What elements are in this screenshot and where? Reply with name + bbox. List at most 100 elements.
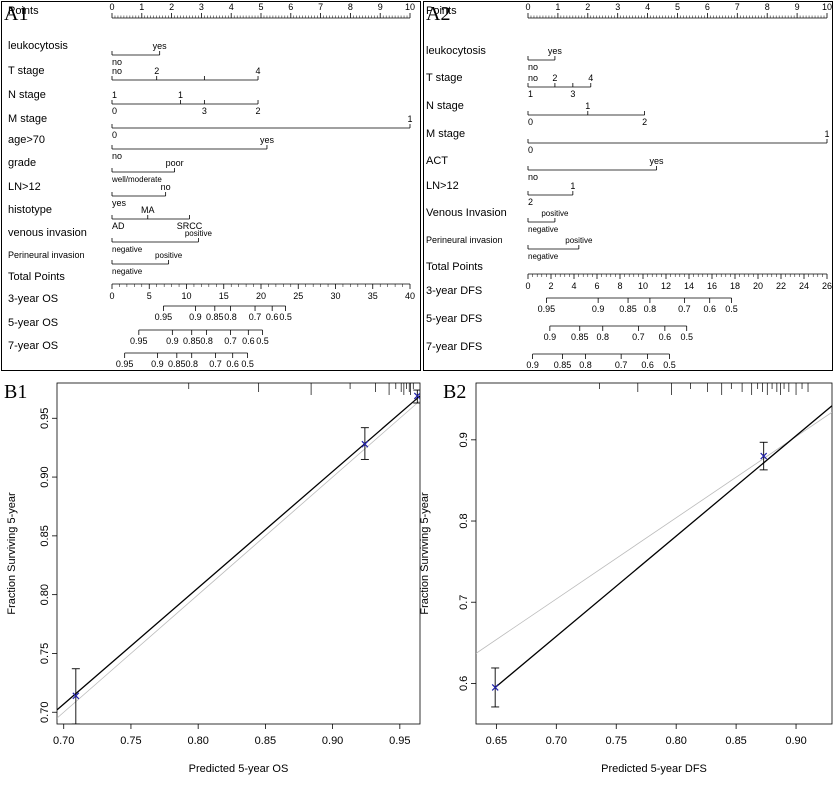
points-tick-label: 4	[645, 2, 650, 12]
panel-b1: B1 0.70 0.75 0.80 0.85 0.90 0.950.700.750.800…	[4, 381, 421, 775]
plot-area	[476, 383, 832, 708]
panel-b2: B2 0.65 0.70 0.75 0.80 0.85 0.90 0.6 0.7 0.8 0.9 P…	[419, 381, 833, 775]
x-tick-label: 0.95	[389, 735, 410, 747]
plot-frame	[475, 382, 833, 725]
survival-tick-label: 0.6	[641, 360, 654, 370]
x-axis-title: Predicted 5-year DFS	[601, 763, 707, 775]
points-tick-label: 3	[615, 2, 620, 12]
survival-tick-label: 0.5	[725, 304, 738, 314]
variable-label: leukocytosis	[8, 40, 68, 52]
variable-label: T stage	[426, 72, 463, 84]
survival-tick-label: 0.8	[644, 304, 657, 314]
survival-tick-label: 0.9	[526, 360, 539, 370]
category-label: 2	[642, 117, 647, 127]
survival-label: 3-year DFS	[426, 285, 482, 297]
category-label: 2	[552, 73, 557, 83]
survival-tick-label: 0.6	[659, 332, 672, 342]
x-tick-label: 0.80	[665, 735, 686, 747]
data-point	[413, 392, 420, 400]
calibration-plot-b2: 0.65 0.70 0.75 0.80 0.85 0.90 0.6 0.7 0.8 0.9 Pred…	[419, 382, 833, 775]
survival-tick-label: 0.9	[544, 332, 557, 342]
panel-a1-label: A1	[4, 3, 28, 25]
variable-label: ACT	[426, 155, 448, 167]
x-tick-label: 0.80	[187, 735, 208, 747]
points-tick-label: 9	[795, 2, 800, 12]
y-tick-label: 0.70	[39, 702, 51, 723]
points-tick-label: 5	[258, 2, 263, 12]
total-points-tick-label: 15	[219, 291, 229, 301]
data-point	[361, 440, 369, 448]
y-tick-label: 0.6	[458, 676, 470, 691]
total-points-label: Total Points	[426, 261, 483, 273]
category-label: 0	[528, 145, 533, 155]
category-label: positive	[155, 251, 183, 260]
survival-tick-label: 0.7	[678, 304, 691, 314]
points-tick-label: 0	[525, 2, 530, 12]
category-label: AD	[112, 221, 125, 231]
total-points-tick-label: 22	[776, 281, 786, 291]
y-tick-label: 0.90	[39, 466, 51, 487]
category-label: 0	[112, 106, 117, 116]
category-label: 0	[112, 130, 117, 140]
points-label: Points	[8, 5, 39, 17]
variable-label: LN>12	[8, 181, 41, 193]
survival-tick-label: 0.95	[116, 359, 134, 369]
y-tick-label: 0.7	[458, 595, 470, 610]
category-label: yes	[548, 46, 563, 56]
ideal-reference-line	[476, 411, 832, 654]
x-tick-label: 0.90	[322, 735, 343, 747]
survival-tick-label: 0.7	[632, 332, 645, 342]
total-points-tick-label: 20	[256, 291, 266, 301]
survival-tick-label: 0.85	[571, 332, 589, 342]
x-tick-label: 0.85	[725, 735, 746, 747]
points-tick-label: 5	[675, 2, 680, 12]
survival-tick-label: 0.5	[680, 332, 693, 342]
survival-tick-label: 0.8	[596, 332, 609, 342]
category-label: SRCC	[177, 221, 203, 231]
category-label: 1	[824, 129, 829, 139]
survival-tick-label: 0.8	[200, 336, 213, 346]
ideal-reference-line	[57, 400, 420, 719]
variable-label: M stage	[8, 113, 47, 125]
category-label: MA	[141, 205, 155, 215]
total-points-tick-label: 2	[548, 281, 553, 291]
category-label: 3	[202, 106, 207, 116]
survival-tick-label: 0.5	[241, 359, 254, 369]
calibration-line	[57, 395, 420, 711]
category-label: yes	[153, 41, 168, 51]
x-tick-label: 0.65	[486, 735, 507, 747]
survival-label: 7-year DFS	[426, 341, 482, 353]
survival-tick-label: 0.6	[703, 304, 716, 314]
category-label: no	[112, 151, 122, 161]
survival-tick-label: 0.5	[279, 312, 292, 322]
total-points-tick-label: 10	[638, 281, 648, 291]
y-tick-label: 0.9	[458, 432, 470, 447]
variable-label: M stage	[426, 128, 465, 140]
category-label: 4	[588, 73, 593, 83]
y-tick-label: 0.80	[39, 584, 51, 605]
survival-tick-label: 0.7	[249, 312, 262, 322]
survival-tick-label: 0.85	[183, 336, 201, 346]
panel-a2-frame	[423, 1, 833, 371]
total-points-tick-label: 24	[799, 281, 809, 291]
total-points-tick-label: 26	[822, 281, 832, 291]
category-label: 2	[528, 197, 533, 207]
total-points-label: Total Points	[8, 271, 65, 283]
category-label: no	[112, 66, 122, 76]
x-axis-title: Predicted 5-year OS	[189, 763, 289, 775]
panel-a1-frame	[1, 1, 421, 371]
data-point	[760, 452, 768, 460]
category-label: yes	[650, 156, 665, 166]
variable-label: age>70	[8, 134, 45, 146]
calibration-plot-b1: 0.70 0.75 0.80 0.85 0.90 0.95 0.70 0.75 0.80 0.85…	[6, 382, 421, 775]
category-label: 1	[528, 89, 533, 99]
category-label: negative	[112, 267, 143, 276]
category-label: 2	[154, 66, 159, 76]
plot-area	[57, 383, 420, 724]
points-tick-label: 10	[822, 2, 832, 12]
survival-tick-label: 0.7	[224, 336, 237, 346]
x-tick-label: 0.70	[546, 735, 567, 747]
category-label: 4	[256, 66, 261, 76]
